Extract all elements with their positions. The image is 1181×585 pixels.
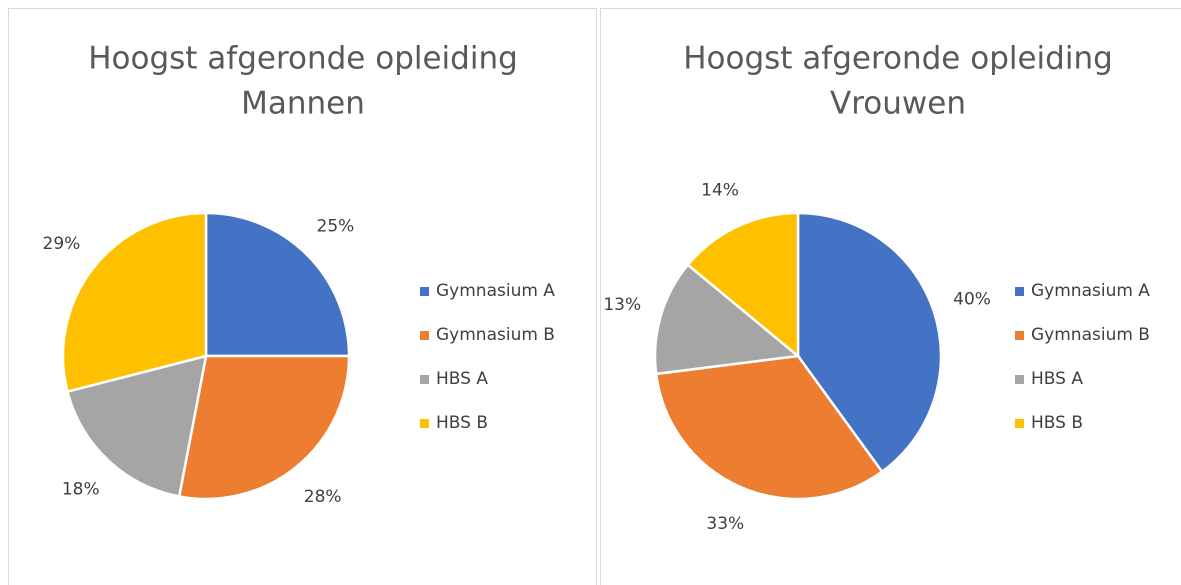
- legend-swatch: [420, 375, 429, 384]
- legend-label: Gymnasium A: [1031, 281, 1150, 301]
- pie-slice: [204, 211, 351, 358]
- pie-slice: [654, 354, 884, 501]
- legend-swatch: [420, 331, 429, 340]
- pie-slice: [177, 354, 351, 501]
- pie-slice: [796, 211, 943, 474]
- chart-title: Hoogst afgeronde opleiding: [88, 41, 518, 77]
- data-label: 14%: [701, 180, 739, 200]
- data-label: 29%: [43, 234, 81, 254]
- chart-subtitle: Vrouwen: [830, 86, 966, 122]
- legend-label: Gymnasium A: [436, 281, 555, 301]
- data-label: 33%: [706, 514, 744, 534]
- legend-swatch: [1015, 331, 1024, 340]
- data-label: 25%: [317, 217, 355, 237]
- pie-slice: [61, 211, 208, 394]
- data-label: 28%: [304, 487, 342, 507]
- legend-swatch: [420, 419, 429, 428]
- legend-label: HBS B: [436, 413, 488, 433]
- legend-swatch: [1015, 419, 1024, 428]
- legend-swatch: [420, 287, 429, 296]
- data-label: 13%: [603, 295, 641, 315]
- data-label: 18%: [62, 479, 100, 499]
- legend-label: Gymnasium B: [436, 325, 555, 345]
- data-label: 40%: [953, 289, 991, 309]
- chart-subtitle: Mannen: [241, 86, 365, 122]
- legend-swatch: [1015, 287, 1024, 296]
- pie-slice: [686, 211, 800, 359]
- pie-slice: [653, 263, 802, 376]
- chart-title: Hoogst afgeronde opleiding: [683, 41, 1113, 77]
- legend-label: HBS A: [436, 369, 488, 389]
- pie-slice: [65, 354, 208, 498]
- legend-swatch: [1015, 375, 1024, 384]
- legend-label: HBS A: [1031, 369, 1083, 389]
- legend-label: HBS B: [1031, 413, 1083, 433]
- legend-label: Gymnasium B: [1031, 325, 1150, 345]
